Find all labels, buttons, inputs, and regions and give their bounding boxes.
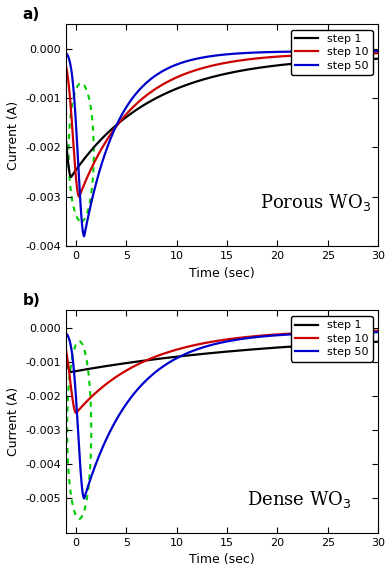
Line: step 1: step 1 — [66, 342, 378, 372]
step 50 — [82, 233, 87, 240]
step 10 — [267, 332, 271, 339]
step 50 — [183, 351, 188, 358]
step 50 — [251, 49, 256, 56]
step 10 — [320, 51, 325, 58]
step 1 — [376, 55, 380, 62]
Text: Dense WO$_3$: Dense WO$_3$ — [247, 489, 352, 511]
Line: step 50: step 50 — [66, 332, 378, 499]
step 1 — [320, 341, 325, 348]
step 1 — [183, 352, 188, 359]
step 1 — [120, 360, 125, 367]
Y-axis label: Current (A): Current (A) — [7, 100, 20, 170]
X-axis label: Time (sec): Time (sec) — [189, 266, 255, 280]
step 1 — [183, 82, 188, 89]
step 50 — [297, 331, 301, 337]
step 50 — [267, 332, 271, 339]
step 50 — [120, 406, 125, 413]
step 1 — [267, 345, 271, 352]
step 1 — [64, 357, 69, 364]
step 10 — [376, 50, 380, 57]
step 50 — [267, 49, 271, 56]
step 1 — [376, 338, 380, 345]
Legend: step 1, step 10, step 50: step 1, step 10, step 50 — [291, 316, 372, 362]
Line: step 1: step 1 — [66, 58, 378, 177]
step 10 — [64, 63, 69, 70]
Line: step 50: step 50 — [66, 51, 378, 236]
step 50 — [120, 109, 125, 116]
step 10 — [251, 333, 256, 340]
Legend: step 1, step 10, step 50: step 1, step 10, step 50 — [291, 29, 372, 75]
step 1 — [120, 116, 125, 123]
Text: b): b) — [22, 293, 40, 308]
step 50 — [64, 330, 69, 337]
step 50 — [64, 50, 69, 57]
step 1 — [251, 346, 256, 353]
step 1 — [69, 368, 73, 375]
step 50 — [297, 48, 301, 55]
Text: Porous WO$_3$: Porous WO$_3$ — [260, 192, 371, 213]
step 50 — [82, 495, 87, 502]
X-axis label: Time (sec): Time (sec) — [189, 553, 255, 566]
step 10 — [297, 52, 301, 59]
Text: a): a) — [22, 7, 40, 22]
step 10 — [297, 329, 301, 336]
Line: step 10: step 10 — [66, 331, 378, 413]
step 1 — [251, 65, 256, 72]
step 1 — [267, 63, 271, 70]
step 50 — [251, 334, 256, 341]
step 10 — [183, 70, 188, 77]
Line: step 10: step 10 — [66, 53, 378, 197]
step 10 — [77, 193, 82, 200]
step 50 — [376, 329, 380, 336]
step 50 — [320, 329, 325, 336]
step 50 — [376, 48, 380, 54]
step 1 — [297, 60, 301, 66]
step 10 — [64, 347, 69, 354]
step 50 — [183, 58, 188, 65]
step 10 — [376, 327, 380, 334]
step 1 — [297, 343, 301, 350]
step 10 — [267, 54, 271, 61]
step 10 — [120, 369, 125, 376]
step 1 — [69, 174, 73, 180]
step 10 — [183, 344, 188, 351]
step 1 — [320, 58, 325, 65]
step 10 — [320, 329, 325, 336]
step 10 — [120, 115, 125, 121]
step 50 — [320, 48, 325, 55]
Y-axis label: Current (A): Current (A) — [7, 387, 20, 456]
step 10 — [74, 410, 78, 417]
step 10 — [251, 56, 256, 62]
step 1 — [64, 138, 69, 145]
